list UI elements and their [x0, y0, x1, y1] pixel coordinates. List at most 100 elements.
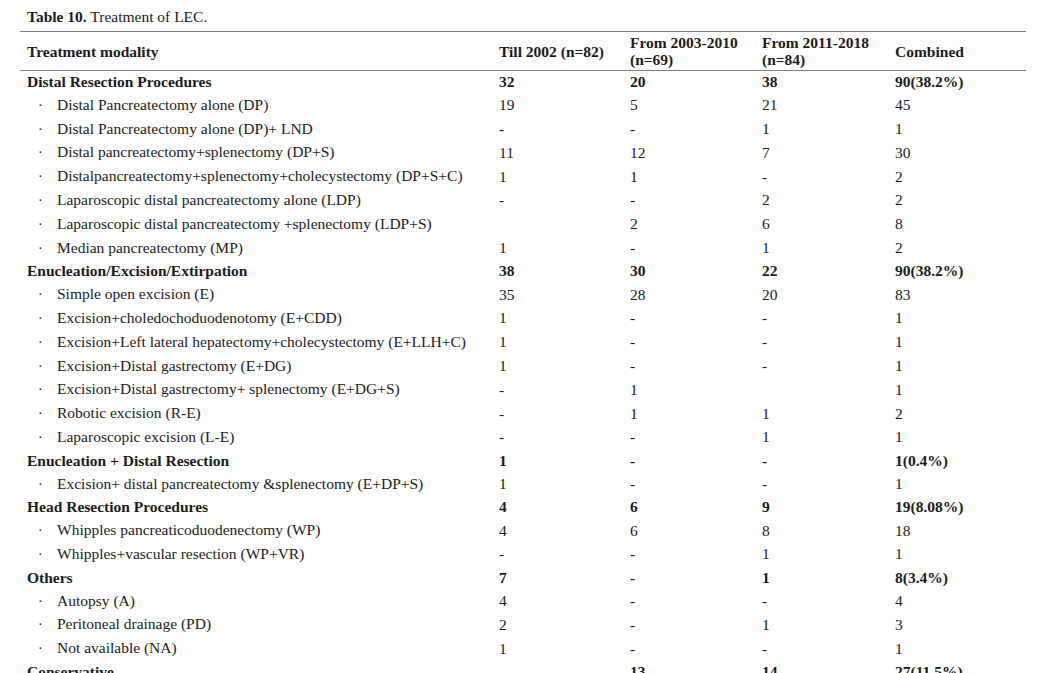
- row-label-text: Others: [27, 569, 73, 586]
- row-label-text: Laparoscopic distal pancreatectomy +sple…: [57, 215, 432, 232]
- bullet-icon: ·: [38, 119, 57, 142]
- value-cell: 30: [623, 260, 755, 283]
- row-label: ·Distalpancreatectomy+splenectomy+cholec…: [20, 165, 492, 189]
- value-cell: 19: [492, 94, 623, 118]
- bullet-icon: ·: [38, 190, 57, 213]
- value-cell: 7: [492, 567, 623, 590]
- table-row: ·Not available (NA)1--1: [20, 637, 1026, 661]
- table-row: ·Autopsy (A)4--4: [20, 590, 1026, 614]
- value-cell: 5: [623, 94, 755, 118]
- value-cell: 28: [623, 283, 755, 307]
- value-cell: -: [755, 331, 888, 355]
- table-row: ·Excision+Distal gastrectomy+ splenectom…: [20, 378, 1026, 402]
- value-cell: 8: [755, 519, 888, 543]
- row-label: ·Excision+Distal gastrectomy+ splenectom…: [20, 378, 492, 402]
- value-cell: 2: [623, 213, 755, 237]
- table-row: ·Robotic excision (R-E)-112: [20, 402, 1026, 426]
- table-row: ·Distal pancreatectomy+splenectomy (DP+S…: [20, 141, 1026, 165]
- row-label: ·Excision+ distal pancreatectomy &splene…: [20, 473, 492, 497]
- value-cell: -: [755, 450, 888, 473]
- row-label: ·Laparoscopic excision (L-E): [20, 426, 492, 450]
- value-cell: 1: [492, 307, 623, 331]
- col-header-2011-2018: From 2011-2018 (n=84): [755, 32, 888, 71]
- table-row: ·Laparoscopic distal pancreatectomy alon…: [20, 189, 1026, 213]
- bullet-icon: ·: [38, 520, 57, 543]
- table-row: ·Whipples+vascular resection (WP+VR)--11: [20, 543, 1026, 567]
- col-header-combined: Combined: [888, 32, 1026, 71]
- value-cell: 1: [888, 118, 1026, 142]
- row-label: Enucleation + Distal Resection: [20, 450, 492, 473]
- value-cell: 1: [623, 165, 755, 189]
- value-cell: 6: [623, 519, 755, 543]
- table-row: ·Distal Pancreatectomy alone (DP)1952145: [20, 94, 1026, 118]
- row-label: ·Distal Pancreatectomy alone (DP): [20, 94, 492, 118]
- value-cell: 13: [623, 661, 755, 673]
- table-row: Conservative-131427(11.5%): [20, 661, 1026, 673]
- value-cell: 12: [623, 141, 755, 165]
- row-label-text: Whipples+vascular resection (WP+VR): [57, 545, 304, 562]
- value-cell: -: [623, 189, 755, 213]
- bullet-icon: ·: [38, 308, 57, 331]
- bullet-icon: ·: [38, 544, 57, 567]
- value-cell: -: [755, 637, 888, 661]
- value-cell: [755, 378, 888, 402]
- value-cell: 1: [755, 118, 888, 142]
- row-label: ·Whipples+vascular resection (WP+VR): [20, 543, 492, 567]
- table-row: ·Excision+ distal pancreatectomy &splene…: [20, 473, 1026, 497]
- value-cell: -: [623, 473, 755, 497]
- value-cell: -: [492, 426, 623, 450]
- table-row: ·Excision+Left lateral hepatectomy+chole…: [20, 331, 1026, 355]
- value-cell: -: [623, 567, 755, 590]
- value-cell: 90(38.2%): [888, 260, 1026, 283]
- bullet-icon: ·: [38, 238, 57, 261]
- row-label-text: Whipples pancreaticoduodenectomy (WP): [57, 521, 320, 538]
- row-label: ·Laparoscopic distal pancreatectomy +spl…: [20, 213, 492, 237]
- row-label: ·Not available (NA): [20, 637, 492, 661]
- value-cell: 1: [888, 473, 1026, 497]
- row-label: ·Simple open excision (E): [20, 283, 492, 307]
- value-cell: 11: [492, 141, 623, 165]
- value-cell: 1: [492, 637, 623, 661]
- value-cell: 1: [888, 307, 1026, 331]
- value-cell: -: [755, 473, 888, 497]
- header-row: Treatment modality Till 2002 (n=82) From…: [20, 32, 1026, 71]
- value-cell: 20: [755, 283, 888, 307]
- value-cell: 4: [492, 519, 623, 543]
- bullet-icon: ·: [38, 614, 57, 637]
- row-label: ·Whipples pancreaticoduodenectomy (WP): [20, 519, 492, 543]
- value-cell: 20: [623, 71, 755, 94]
- value-cell: -: [492, 543, 623, 567]
- value-cell: 8: [888, 213, 1026, 237]
- value-cell: 14: [755, 661, 888, 673]
- value-cell: -: [755, 307, 888, 331]
- value-cell: 1: [888, 331, 1026, 355]
- bullet-icon: ·: [38, 356, 57, 379]
- row-label-text: Autopsy (A): [57, 592, 135, 609]
- value-cell: -: [755, 355, 888, 379]
- value-cell: -: [623, 118, 755, 142]
- bullet-icon: ·: [38, 142, 57, 165]
- value-cell: 2: [888, 402, 1026, 426]
- value-cell: 2: [755, 189, 888, 213]
- value-cell: 83: [888, 283, 1026, 307]
- row-label: ·Distal pancreatectomy+splenectomy (DP+S…: [20, 141, 492, 165]
- value-cell: -: [623, 307, 755, 331]
- value-cell: 1: [755, 237, 888, 261]
- value-cell: 90(38.2%): [888, 71, 1026, 94]
- table-row: ·Simple open excision (E)35282083: [20, 283, 1026, 307]
- value-cell: 35: [492, 283, 623, 307]
- row-label-text: Robotic excision (R-E): [57, 404, 201, 421]
- value-cell: 1: [755, 543, 888, 567]
- value-cell: -: [492, 118, 623, 142]
- table-row: ·Laparoscopic excision (L-E)--11: [20, 426, 1026, 450]
- value-cell: 2: [888, 165, 1026, 189]
- table-caption: Table 10. Treatment of LEC.: [20, 9, 1026, 32]
- value-cell: -: [623, 613, 755, 637]
- row-label: Conservative: [20, 661, 492, 673]
- row-label: Distal Resection Procedures: [20, 71, 492, 94]
- row-label-text: Laparoscopic distal pancreatectomy alone…: [57, 191, 361, 208]
- table-header: Treatment modality Till 2002 (n=82) From…: [20, 32, 1026, 71]
- value-cell: 8(3.4%): [888, 567, 1026, 590]
- value-cell: [492, 213, 623, 237]
- value-cell: 1: [888, 355, 1026, 379]
